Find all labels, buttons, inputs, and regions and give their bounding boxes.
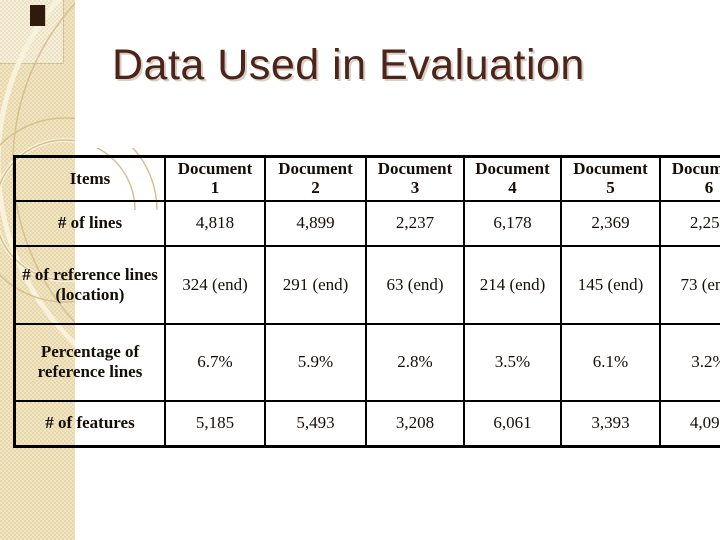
column-header-number: 3: [410, 177, 420, 197]
data-cell: 2,254: [659, 199, 720, 247]
data-cell: 3,393: [560, 399, 661, 448]
column-header-document-2: Document 2: [264, 155, 367, 202]
data-cell: 6.7%: [164, 322, 266, 402]
table-row-percentage: Percentage of reference lines 6.7% 5.9% …: [13, 322, 720, 402]
data-cell: 6.1%: [560, 322, 661, 402]
data-cell: 3,208: [365, 399, 465, 448]
column-header-number: 6: [704, 177, 714, 197]
data-cell: 2,237: [365, 199, 465, 247]
row-label-lines: # of lines: [13, 199, 166, 247]
column-header-label: Document: [671, 159, 720, 179]
data-cell: 3.2%: [659, 322, 720, 402]
data-table: Items Document 1 Document 2 Document 3 D…: [13, 155, 720, 448]
data-cell: 4,097: [659, 399, 720, 448]
column-header-label: Document: [573, 159, 648, 179]
data-cell: 4,818: [164, 199, 266, 247]
data-cell: 4,899: [264, 199, 367, 247]
table-row-lines: # of lines 4,818 4,899 2,237 6,178 2,369…: [13, 199, 720, 247]
column-header-label: Document: [278, 159, 353, 179]
data-cell: 2,369: [560, 199, 661, 247]
table-row-reference-lines: # of reference lines (location) 324 (end…: [13, 244, 720, 325]
column-header-label: Document: [377, 159, 453, 179]
accent-square: [30, 5, 46, 26]
data-cell: 145 (end): [560, 244, 661, 325]
column-header-number: 4: [508, 177, 517, 197]
column-header-number: 5: [606, 177, 615, 197]
column-header-label: Document: [475, 159, 550, 179]
row-label-features: # of features: [13, 399, 166, 448]
column-header-document-5: Document 5: [560, 155, 661, 202]
table-header-row: Items Document 1 Document 2 Document 3 D…: [13, 155, 720, 202]
data-cell: 5,493: [264, 399, 367, 448]
column-header-label: Document: [177, 159, 253, 179]
page-title: Data Used in Evaluation: [112, 41, 585, 89]
data-cell: 6,178: [463, 199, 562, 247]
column-header-document-3: Document 3: [365, 155, 465, 202]
column-header-number: 2: [311, 177, 320, 197]
data-cell: 73 (end): [659, 244, 720, 325]
row-label-reference-lines: # of reference lines (location): [13, 244, 166, 325]
column-header-number: 1: [210, 177, 220, 197]
column-header-document-1: Document 1: [164, 155, 266, 202]
data-cell: 324 (end): [164, 244, 266, 325]
data-cell: 3.5%: [463, 322, 562, 402]
row-label-percentage: Percentage of reference lines: [13, 322, 166, 402]
data-cell: 214 (end): [463, 244, 562, 325]
data-cell: 5.9%: [264, 322, 367, 402]
data-cell: 2.8%: [365, 322, 465, 402]
data-cell: 291 (end): [264, 244, 367, 325]
data-cell: 6,061: [463, 399, 562, 448]
column-header-document-4: Document 4: [463, 155, 562, 202]
data-cell: 5,185: [164, 399, 266, 448]
corner-header-items: Items: [13, 155, 166, 202]
data-cell: 63 (end): [365, 244, 465, 325]
column-header-document-6: Document 6: [659, 155, 720, 202]
table-row-features: # of features 5,185 5,493 3,208 6,061 3,…: [13, 399, 720, 448]
